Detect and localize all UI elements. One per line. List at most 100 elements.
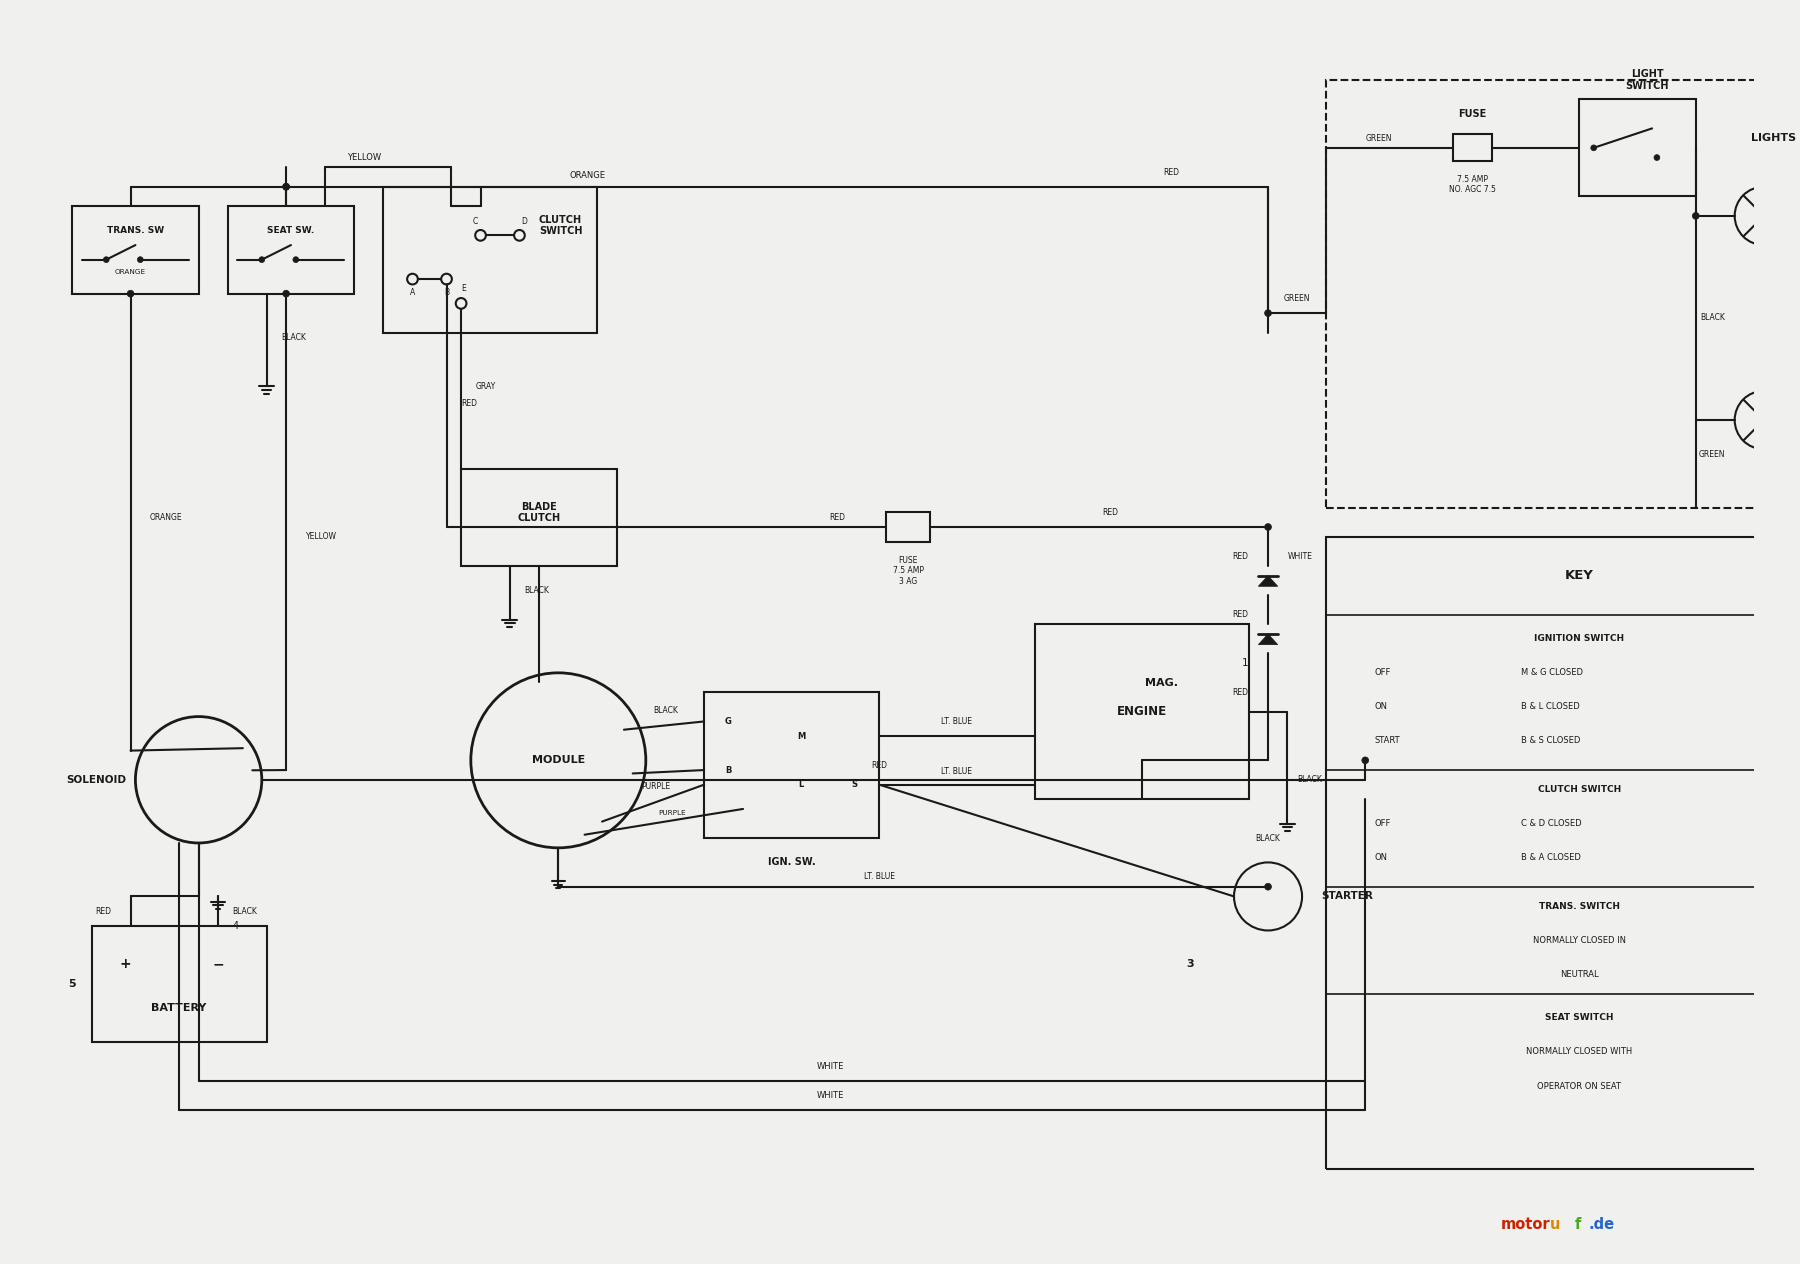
Text: E: E	[461, 284, 466, 293]
Text: M: M	[797, 732, 805, 741]
Bar	[1579, 100, 1696, 196]
Text: LT. BLUE: LT. BLUE	[941, 767, 972, 776]
Text: GRAY: GRAY	[475, 382, 497, 391]
Polygon shape	[1258, 575, 1278, 586]
Text: f: f	[1575, 1217, 1580, 1232]
Text: A: A	[410, 288, 416, 297]
Circle shape	[128, 291, 133, 297]
Text: FUSE: FUSE	[1458, 109, 1487, 119]
Text: RED: RED	[1233, 688, 1249, 696]
Text: ON: ON	[1375, 703, 1388, 712]
Text: +: +	[121, 958, 131, 972]
Text: SOLENOID: SOLENOID	[67, 775, 126, 785]
Text: C & D CLOSED: C & D CLOSED	[1521, 819, 1582, 828]
Text: RED: RED	[1163, 168, 1179, 177]
Text: YELLOW: YELLOW	[306, 532, 337, 541]
Text: SEAT SW.: SEAT SW.	[268, 226, 315, 235]
Bar	[461, 469, 617, 566]
Text: 3: 3	[1186, 959, 1193, 969]
Text: L: L	[799, 780, 805, 789]
Bar	[1035, 624, 1249, 799]
Text: BLACK: BLACK	[281, 332, 306, 343]
Text: BLACK: BLACK	[1298, 775, 1321, 784]
Text: motor: motor	[1501, 1217, 1550, 1232]
Text: RED: RED	[95, 906, 112, 915]
Text: B: B	[725, 766, 731, 775]
Text: 4: 4	[232, 920, 239, 930]
Bar	[383, 187, 598, 332]
Bar	[229, 206, 355, 293]
Text: D: D	[522, 217, 527, 226]
Circle shape	[259, 257, 265, 263]
Text: CLUTCH SWITCH: CLUTCH SWITCH	[1537, 785, 1620, 794]
Circle shape	[1265, 310, 1271, 316]
Bar	[92, 925, 266, 1043]
Circle shape	[1265, 523, 1271, 531]
Text: B: B	[445, 288, 448, 297]
Text: FUSE
7.5 AMP
3 AG: FUSE 7.5 AMP 3 AG	[893, 556, 923, 585]
Text: TRANS. SWITCH: TRANS. SWITCH	[1539, 901, 1620, 910]
Polygon shape	[1258, 635, 1278, 645]
Text: BLACK: BLACK	[524, 585, 549, 594]
Text: ENGINE: ENGINE	[1116, 705, 1166, 718]
Text: LIGHTS: LIGHTS	[1751, 133, 1796, 143]
Circle shape	[293, 257, 299, 263]
Text: BLACK: BLACK	[232, 906, 257, 915]
Text: 7.5 AMP
NO. AGC 7.5: 7.5 AMP NO. AGC 7.5	[1449, 176, 1496, 195]
Text: OPERATOR ON SEAT: OPERATOR ON SEAT	[1537, 1082, 1622, 1091]
Text: C: C	[473, 217, 479, 226]
Text: WHITE: WHITE	[817, 1091, 844, 1100]
Text: RED: RED	[1233, 611, 1249, 619]
Text: OFF: OFF	[1375, 669, 1391, 678]
Circle shape	[283, 183, 290, 190]
Text: STARTER: STARTER	[1321, 891, 1373, 901]
Text: −: −	[212, 958, 223, 972]
Bar	[886, 512, 931, 541]
Text: WHITE: WHITE	[817, 1062, 844, 1071]
Text: u: u	[1550, 1217, 1561, 1232]
Text: PURPLE: PURPLE	[659, 810, 686, 815]
Text: BATTERY: BATTERY	[151, 1004, 207, 1014]
Text: PURPLE: PURPLE	[641, 782, 670, 791]
Text: OFF: OFF	[1375, 819, 1391, 828]
Text: RED: RED	[830, 513, 846, 522]
Text: LIGHT
SWITCH: LIGHT SWITCH	[1625, 70, 1669, 91]
Bar	[1327, 537, 1800, 1169]
Circle shape	[1654, 154, 1660, 161]
Text: B & S CLOSED: B & S CLOSED	[1521, 737, 1580, 746]
Text: IGNITION SWITCH: IGNITION SWITCH	[1534, 635, 1624, 643]
Text: BLACK: BLACK	[653, 707, 679, 715]
Text: GREEN: GREEN	[1364, 134, 1391, 143]
Text: B & A CLOSED: B & A CLOSED	[1521, 853, 1580, 862]
Text: NORMALLY CLOSED IN: NORMALLY CLOSED IN	[1532, 935, 1625, 944]
Text: LT. BLUE: LT. BLUE	[941, 717, 972, 726]
Text: NEUTRAL: NEUTRAL	[1561, 969, 1598, 978]
Text: BLACK: BLACK	[1256, 833, 1280, 843]
Text: IGN. SW.: IGN. SW.	[769, 857, 815, 867]
Circle shape	[1265, 884, 1271, 890]
Text: MODULE: MODULE	[531, 756, 585, 765]
Circle shape	[1363, 757, 1368, 763]
Text: GREEN: GREEN	[1283, 295, 1310, 303]
Circle shape	[283, 291, 290, 297]
Text: ORANGE: ORANGE	[569, 171, 605, 179]
Text: G: G	[725, 717, 733, 726]
Text: KEY: KEY	[1564, 569, 1593, 583]
Text: ORANGE: ORANGE	[149, 513, 182, 522]
Text: LT. BLUE: LT. BLUE	[864, 872, 895, 881]
Bar	[704, 693, 878, 838]
Bar	[1453, 134, 1492, 162]
Text: BLADE
CLUTCH: BLADE CLUTCH	[517, 502, 560, 523]
Text: ORANGE: ORANGE	[115, 269, 146, 276]
Circle shape	[103, 257, 110, 263]
Text: RED: RED	[1233, 551, 1249, 561]
Circle shape	[283, 183, 290, 190]
Text: NORMALLY CLOSED WITH: NORMALLY CLOSED WITH	[1526, 1048, 1633, 1057]
Text: CLUTCH
SWITCH: CLUTCH SWITCH	[538, 215, 583, 236]
Bar	[72, 206, 198, 293]
Text: 1: 1	[1242, 659, 1249, 669]
Text: M & G CLOSED: M & G CLOSED	[1521, 669, 1582, 678]
Text: GREEN: GREEN	[1699, 450, 1724, 459]
Bar	[1327, 80, 1800, 508]
Text: YELLOW: YELLOW	[347, 153, 382, 162]
